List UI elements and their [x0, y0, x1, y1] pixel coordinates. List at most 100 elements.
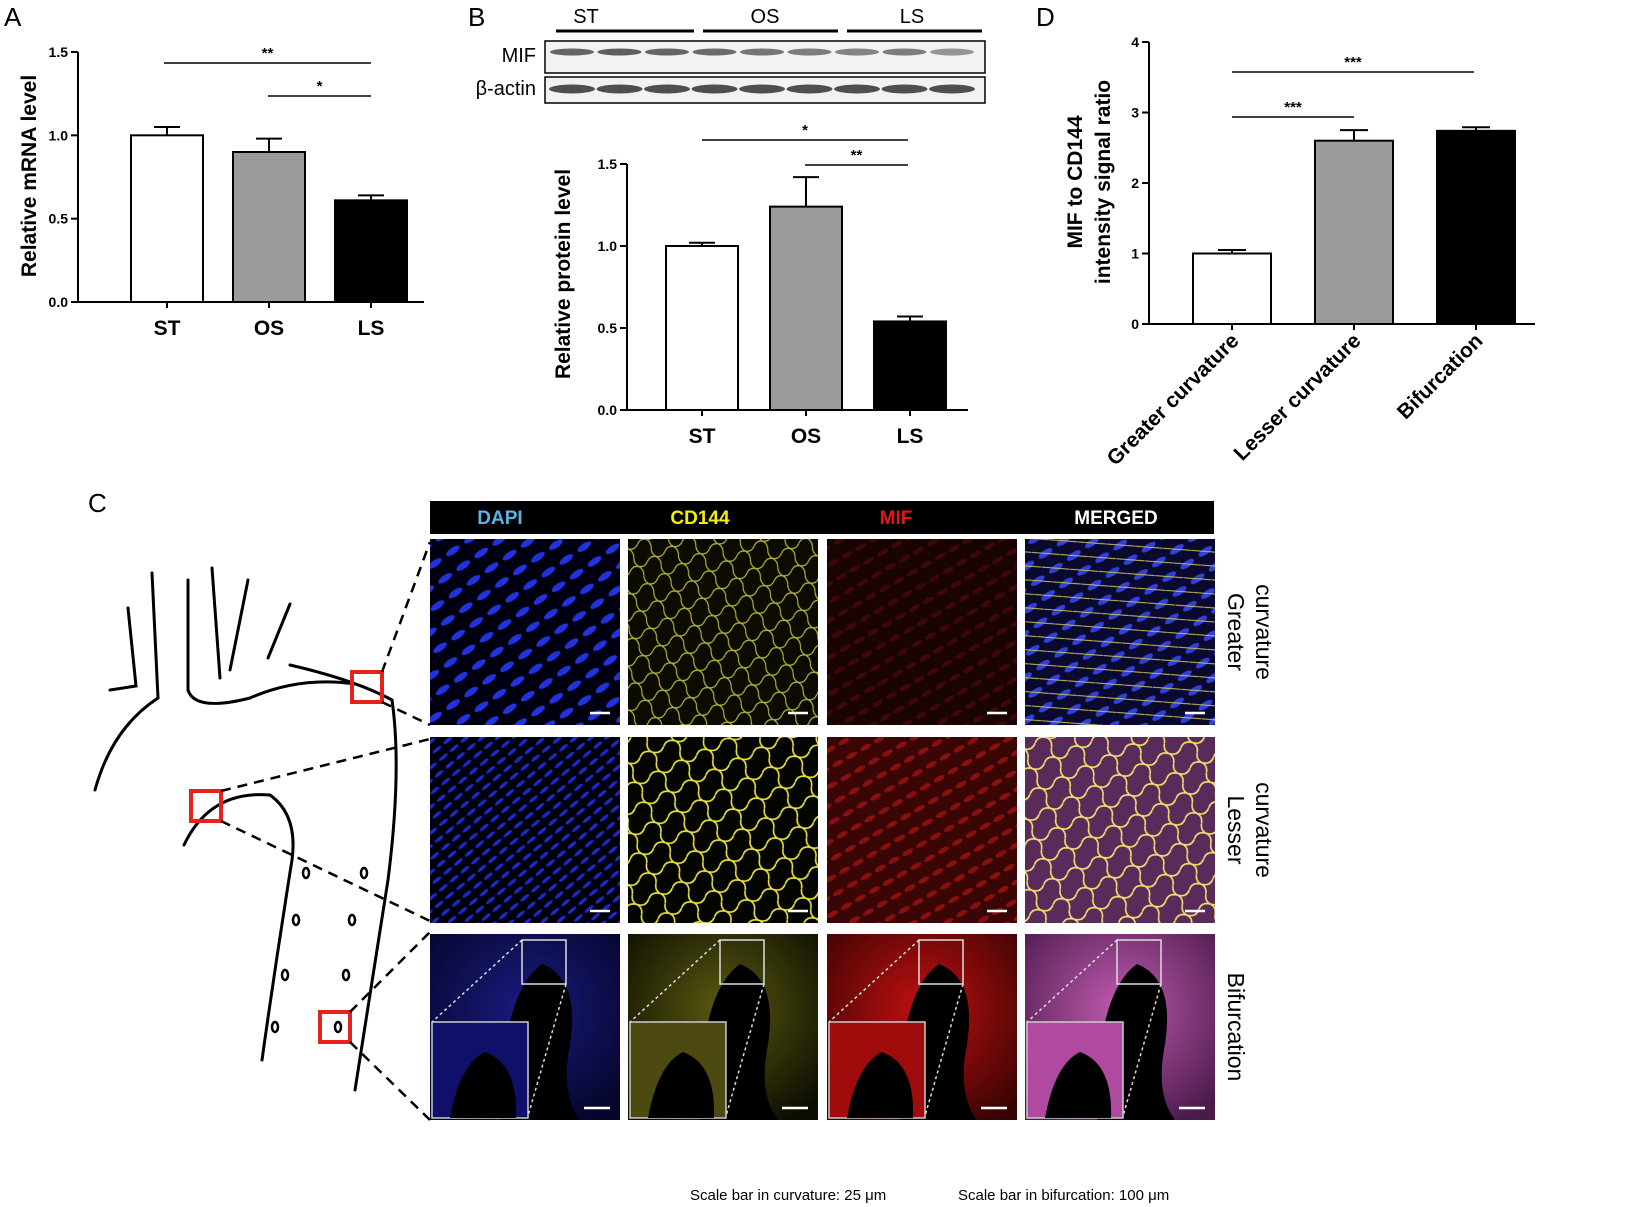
blot-mif-strip [544, 40, 986, 74]
bar [1314, 139, 1394, 325]
mif-band [597, 48, 642, 56]
row-label: curvature [1251, 584, 1277, 680]
significance-label: *** [1284, 99, 1302, 116]
significance-label: ** [262, 45, 274, 62]
blot-row-label: MIF [502, 45, 536, 67]
y-tick-label: 1 [1131, 246, 1139, 262]
vessel-line [210, 566, 222, 680]
bar [665, 245, 739, 411]
microscopy-grid [430, 539, 1215, 1120]
actin-band [881, 84, 928, 94]
y-tick-label: 0.5 [598, 320, 618, 336]
y-axis-label: MIF to CD144 [1064, 115, 1087, 248]
aorta-diagram [93, 566, 398, 1092]
y-tick-label: 1.0 [598, 238, 618, 254]
micrograph-tile [430, 539, 620, 725]
vessel-line [108, 606, 138, 692]
x-tick-label: OS [791, 425, 821, 448]
channel-label: CD144 [670, 508, 730, 529]
x-tick-label: Greater curvature [1103, 329, 1244, 470]
significance-label: * [802, 122, 808, 139]
western-blot: ST OS LS MIF β-actin [476, 6, 986, 104]
channel-header [430, 501, 1214, 534]
y-axis-label: intensity signal ratio [1092, 80, 1115, 284]
panel-label-c: C [88, 488, 107, 518]
actin-band [691, 84, 738, 94]
actin-band [596, 84, 643, 94]
micrograph-tile [827, 539, 1017, 725]
y-tick-label: 0 [1131, 316, 1139, 332]
significance-label: ** [851, 147, 863, 164]
micrograph-tile [1025, 737, 1215, 923]
vessel-line [228, 578, 250, 672]
region-boxes [189, 670, 384, 1044]
y-tick-label: 4 [1131, 34, 1139, 50]
x-tick-label: LS [358, 317, 385, 340]
mif-band [550, 48, 594, 56]
channel-label: MERGED [1074, 508, 1157, 529]
blot-group-label: ST [573, 6, 599, 28]
bar [130, 134, 204, 303]
zoom-box [918, 939, 964, 985]
vessel-line [182, 793, 295, 1062]
actin-band [644, 84, 690, 94]
mif-band [645, 48, 689, 56]
bar [334, 199, 408, 303]
zoom-line [1122, 983, 1162, 1117]
x-tick-label: LS [897, 425, 924, 448]
zoom-box [521, 939, 567, 985]
y-axis-label: Relative protein level [552, 169, 575, 379]
bar [873, 320, 947, 411]
chart-b: 0.0 0.5 1.0 1.5 Relative protein level ST OS LS… [552, 122, 968, 448]
inset-lumen [847, 1052, 914, 1118]
vessel-line [288, 663, 398, 1092]
y-tick-label: 2 [1131, 175, 1139, 191]
zoom-line [527, 983, 567, 1117]
inset-lumen [450, 1052, 517, 1118]
y-tick-label: 1.5 [49, 44, 69, 60]
significance-label: * [317, 78, 323, 95]
blot-row-label: β-actin [476, 78, 536, 100]
significance-label: *** [1344, 54, 1362, 71]
y-tick-label: 1.0 [49, 127, 69, 143]
zoom-line [629, 939, 721, 1023]
x-tick-label: OS [254, 317, 284, 340]
chart-d: 0 1 2 3 4 MIF to CD144 intensity signal ratio G… [1064, 34, 1535, 470]
greater-curvature-box [350, 670, 384, 704]
panel-label-d: D [1036, 2, 1055, 32]
vessel-line [186, 680, 357, 705]
actin-band [834, 84, 880, 94]
bar [1192, 252, 1272, 325]
x-tick-label: Lesser curvature [1230, 329, 1366, 465]
channel-labels: DAPI CD144 MIF MERGED [477, 508, 1157, 529]
zoom-line [725, 983, 765, 1117]
row-label: Greater [1223, 593, 1249, 671]
inset-lumen [648, 1052, 715, 1118]
zoom-box [719, 939, 765, 985]
bar [232, 151, 306, 303]
vessel-line [266, 602, 292, 660]
bar [1436, 129, 1516, 325]
mif-band [787, 48, 832, 56]
panel-label-b: B [468, 2, 485, 32]
row-label: curvature [1251, 782, 1277, 878]
micrograph-tile [628, 737, 818, 923]
x-tick-label: ST [689, 425, 716, 448]
bar [769, 205, 843, 411]
blot-bands [549, 48, 975, 94]
y-tick-label: 3 [1131, 105, 1139, 121]
channel-label: MIF [880, 508, 913, 529]
panel-label-a: A [4, 2, 22, 32]
row-label: Bifurcation [1223, 973, 1249, 1082]
zoom-line [828, 939, 920, 1023]
micrograph-tile [430, 737, 620, 923]
zoom-line [924, 983, 964, 1117]
mif-band [882, 48, 927, 56]
lesser-curvature-box [189, 789, 223, 823]
branch-ostia [270, 866, 369, 1034]
zoom-lines [220, 541, 432, 1121]
x-tick-label: Bifurcation [1393, 329, 1488, 424]
zoom-line [431, 939, 523, 1023]
